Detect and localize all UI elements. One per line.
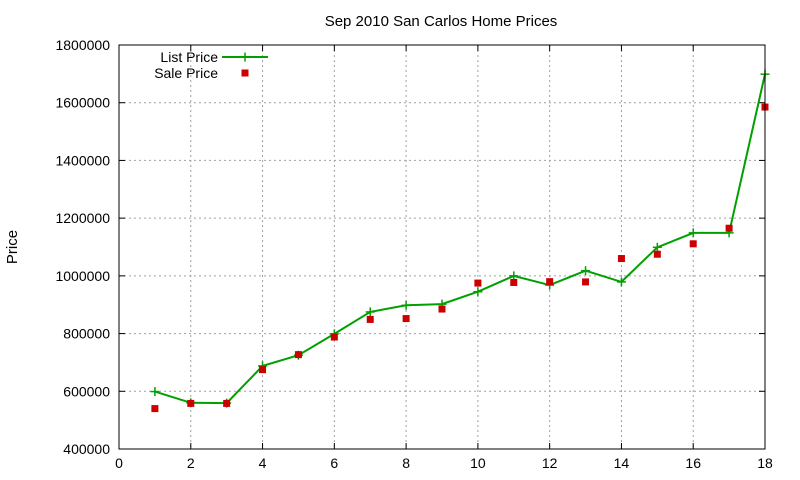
y-tick-label: 1400000: [55, 152, 110, 168]
sale-price-point: [725, 224, 733, 232]
legend-square-swatch: [241, 69, 249, 77]
x-tick-label: 18: [757, 455, 773, 471]
x-tick-label: 6: [330, 455, 338, 471]
sale-price-point: [294, 351, 302, 359]
y-tick-label: 1600000: [55, 95, 110, 111]
list-price-point: [616, 277, 626, 287]
legend-plus-swatch: [240, 52, 250, 62]
list-price-point: [652, 242, 662, 252]
axis-ticks: [118, 44, 766, 450]
series-layer: [150, 69, 770, 413]
sale-price-point: [330, 333, 338, 341]
plot-border: [118, 44, 766, 450]
x-tick-labels: 0 2 4 6 8 10 12 14 16 18: [115, 455, 773, 471]
y-tick-label: 1000000: [55, 268, 110, 284]
sale-price-point: [151, 405, 159, 413]
y-tick-label: 1200000: [55, 210, 110, 226]
sale-price-point: [546, 278, 554, 286]
x-tick-label: 16: [685, 455, 701, 471]
y-tick-label: 600000: [63, 383, 110, 399]
x-tick-label: 12: [542, 455, 558, 471]
list-price-point: [509, 271, 519, 281]
sale-price-point: [653, 250, 661, 258]
x-tick-label: 4: [259, 455, 267, 471]
sale-price-point: [689, 240, 697, 248]
list-price-point: [150, 387, 160, 397]
sale-price-point: [582, 278, 590, 286]
sale-price-point: [259, 366, 267, 374]
x-tick-label: 8: [402, 455, 410, 471]
y-axis-label: Price: [4, 230, 21, 264]
sale-price-point: [402, 315, 410, 323]
chart-title: Sep 2010 San Carlos Home Prices: [325, 13, 558, 30]
list-price-point: [473, 287, 483, 297]
sale-price-point: [474, 279, 482, 287]
legend-label: List Price: [160, 49, 218, 65]
x-tick-label: 14: [614, 455, 630, 471]
legend-label: Sale Price: [154, 65, 218, 81]
x-tick-label: 0: [115, 455, 123, 471]
list-price-point: [688, 228, 698, 238]
sale-price-point: [223, 399, 231, 407]
y-tick-labels: 400000 600000 800000 1000000 1200000 1400000 1…: [55, 37, 110, 457]
y-tick-label: 400000: [63, 441, 110, 457]
x-tick-label: 2: [187, 455, 195, 471]
y-tick-label: 800000: [63, 326, 110, 342]
list-price-line: [154, 73, 766, 405]
sale-price-point: [617, 255, 625, 263]
sale-price-point: [438, 305, 446, 313]
list-price-point: [365, 307, 375, 317]
sale-price-point: [187, 399, 195, 407]
grid-lines: [119, 45, 765, 449]
sale-price-point: [510, 278, 518, 286]
x-tick-label: 10: [470, 455, 486, 471]
sale-price-point: [366, 315, 374, 323]
list-price-point: [401, 300, 411, 310]
y-tick-label: 1800000: [55, 37, 110, 53]
list-price-point: [581, 266, 591, 276]
